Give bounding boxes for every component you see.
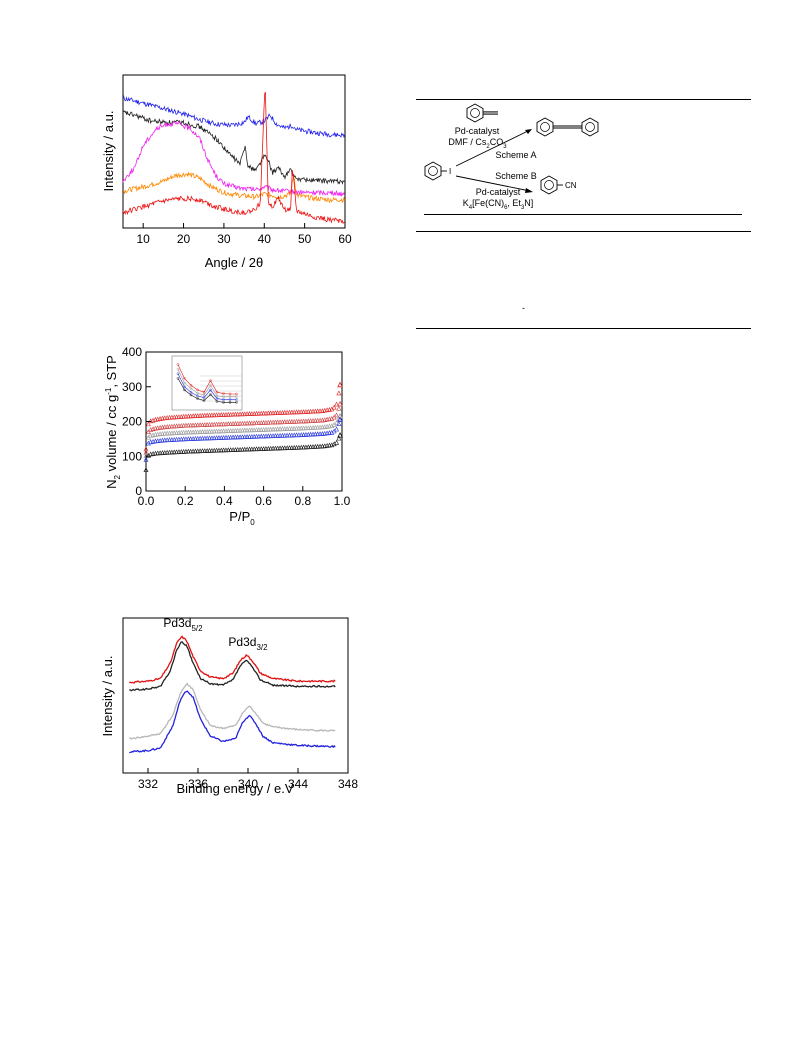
scheme-a-conditions: DMF / Cs2CO3 [448, 137, 507, 150]
xrd-series-line [122, 95, 345, 139]
reaction-scheme: I CN [424, 103, 599, 195]
isotherm-point [336, 405, 342, 411]
table-mid-rule [416, 231, 751, 232]
xrd-series-line [122, 91, 345, 224]
xps-series-line [129, 641, 336, 692]
table-mark: - [522, 303, 525, 313]
diphenylacetylene-structure [536, 117, 599, 137]
scheme-b-label: Scheme B [495, 171, 537, 181]
xrd-x-tick-label: 50 [298, 232, 312, 246]
isotherm-point [337, 381, 343, 388]
benzonitrile-structure: CN [540, 175, 577, 195]
isotherm-y-tick-label: 0 [135, 484, 142, 498]
table-bottom-rule [416, 328, 751, 329]
inset-series-line [177, 364, 237, 395]
xrd-series-line [123, 171, 345, 204]
inset-series-line [177, 378, 237, 403]
isotherm-y-tick-label: 400 [122, 345, 142, 359]
isotherm-x-tick-label: 0.2 [177, 494, 194, 508]
inset-series-line [177, 373, 237, 400]
isotherm-point [331, 404, 337, 410]
xrd-y-axis-label: Intensity / a.u. [101, 111, 116, 192]
isotherm-point [145, 421, 151, 427]
xrd-x-axis-label: Angle / 2θ [205, 255, 264, 270]
isotherm-inset [171, 355, 243, 411]
isotherm-x-tick-label: 0.4 [216, 494, 233, 508]
isotherm-point [331, 441, 337, 447]
xps-x-tick-label: 336 [188, 777, 208, 791]
scheme-a-catalyst: Pd-catalyst [454, 126, 500, 136]
phenylacetylene-structure [466, 103, 498, 123]
iodobenzene-structure: I [424, 161, 451, 181]
xrd-x-ticks: 10 20 30 40 50 60 [137, 223, 352, 246]
isotherm-point [336, 421, 342, 426]
arrow-scheme-b [455, 175, 533, 193]
isotherm-y-tick-label: 300 [122, 380, 142, 394]
xrd-chart: 10 20 30 40 50 60 Angle / 2θ Intensity / a.u. [101, 74, 352, 270]
arrow-scheme-a [455, 129, 532, 167]
isotherm-x-axis-label: P/P0 [229, 509, 255, 527]
xps-y-axis-label: Intensity / a.u. [100, 656, 115, 737]
xrd-x-tick-label: 40 [258, 232, 272, 246]
xps-x-tick-label: 332 [138, 777, 158, 791]
isotherm-x-tick-label: 0.8 [294, 494, 311, 508]
xps-series-line [129, 635, 336, 684]
xrd-series-group [122, 91, 345, 224]
xrd-x-tick-label: 20 [177, 232, 191, 246]
isotherm-point [336, 390, 342, 396]
isotherm-y-tick-label: 100 [122, 449, 142, 463]
xps-series-line [129, 682, 336, 740]
isotherm-y-tick-label: 200 [122, 415, 142, 429]
isotherm-point [334, 426, 340, 432]
xps-series-group [129, 635, 336, 754]
xps-plot-frame [122, 617, 349, 774]
isotherm-point [145, 453, 151, 458]
isotherm-point [334, 420, 340, 426]
isotherm-point [336, 435, 342, 441]
isotherm-point [337, 416, 343, 422]
isotherm-y-axis-label: N2 volume / cc g-1, STP [104, 355, 122, 489]
isotherm-x-tick-label: 0.6 [255, 494, 272, 508]
xps-chart: 332 336 340 344 348 Pd3d5/2 Pd3d3/2 Binding e… [100, 616, 358, 796]
xps-x-tick-label: 340 [238, 777, 258, 791]
table-top-rule [416, 99, 751, 100]
xps-peak-label: Pd3d3/2 [228, 635, 268, 652]
xrd-x-tick-label: 10 [137, 232, 151, 246]
isotherm-point [337, 432, 343, 438]
xrd-x-tick-label: 30 [217, 232, 231, 246]
xps-series-line [129, 690, 336, 754]
isotherm-point [337, 400, 343, 407]
scheme-b-catalyst: Pd-catalyst [475, 187, 521, 197]
iodo-label: I [449, 167, 451, 176]
isotherm-series-group [143, 381, 343, 473]
xrd-plot-frame [122, 74, 346, 229]
scheme-b-conditions: K4[Fe(CN)6, Et3N] [462, 198, 534, 211]
xrd-series-line [122, 110, 345, 185]
xrd-x-tick-label: 60 [338, 232, 352, 246]
isotherm-point [334, 412, 340, 418]
xrd-series-line [122, 121, 345, 197]
isotherm-point [334, 401, 340, 407]
isotherm-point [143, 467, 149, 473]
isotherm-x-tick-label: 0.0 [138, 494, 155, 508]
scheme-bottom-rule [424, 214, 742, 215]
isotherm-point [334, 439, 340, 445]
isotherm-x-tick-label: 1.0 [334, 494, 351, 508]
xps-x-tick-label: 348 [338, 777, 358, 791]
isotherm-point [143, 456, 149, 462]
isotherm-chart: 0.0 0.2 0.4 0.6 0.8 1.0 0 100 200 300 400 P/P0 N2 … [104, 345, 351, 527]
xps-x-tick-label: 344 [288, 777, 308, 791]
scheme-a-label: Scheme A [495, 150, 537, 160]
xps-x-axis-label: Binding energy / e.V [176, 781, 293, 796]
cyano-label: CN [565, 181, 577, 190]
xps-peak-label: Pd3d5/2 [163, 616, 203, 633]
xps-x-ticks: 332 336 340 344 348 [138, 768, 358, 791]
xps-peak-labels: Pd3d5/2 Pd3d3/2 [163, 616, 268, 652]
isotherm-ticks: 0.0 0.2 0.4 0.6 0.8 1.0 0 100 200 300 400 [122, 345, 351, 508]
inset-series-line [177, 369, 237, 398]
